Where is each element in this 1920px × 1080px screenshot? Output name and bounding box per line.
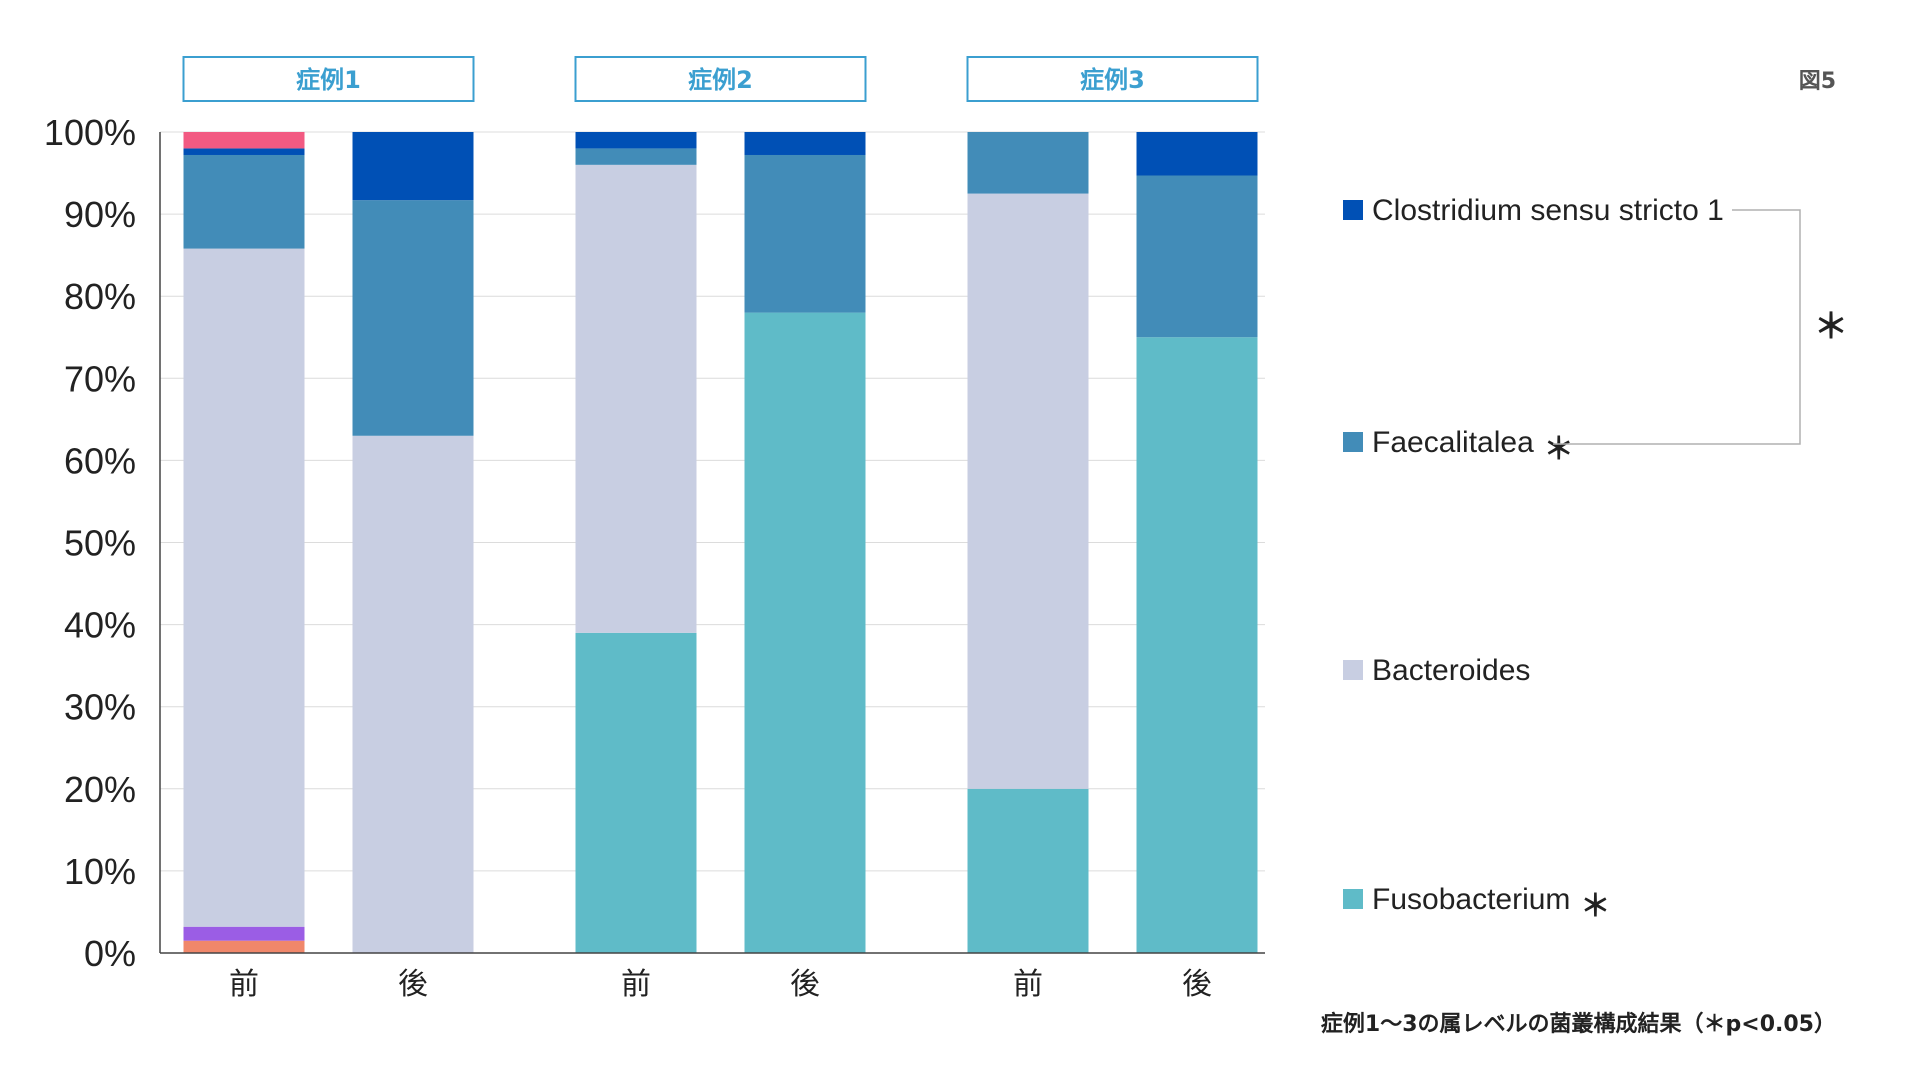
y-tick-label: 40% [64,605,136,646]
axes: 0% 10% 20% 30% 40% 50% 60% 70% 80% 90% 100% 前 後 前 後 前 後 [44,112,1265,1002]
case-header-box [574,56,867,102]
bar-segment-faecalitalea [183,154,305,249]
bar-segment-bacteroides [183,248,305,927]
bar-segment-other-pink- [183,132,305,149]
bar-segment-other-orange- [183,940,305,953]
bar-segment-faecalitalea [575,148,697,165]
bar-segment-faecalitalea [352,200,474,436]
bar-segment-bacteroides [967,193,1089,789]
legend-swatch [1343,200,1363,220]
case-header-label: 症例3 [1080,66,1145,94]
bar-segment-faecalitalea [967,132,1089,194]
legend: Clostridium sensu stricto 1 Faecalitalea ＊… [1343,194,1724,924]
x-category-label: 後 [790,967,820,1002]
legend-significance-mark: ＊ [1580,889,1610,924]
y-tick-label: 100% [44,112,136,153]
bar-segment-bacteroides [575,164,697,633]
figure-caption: 症例1〜3の属レベルの菌叢構成結果（＊p<0.05） [1321,1011,1836,1037]
bar-segment-clostridium-sensu-stricto-1 [744,132,866,155]
y-tick-label: 70% [64,358,136,399]
significance-mark: ＊ [1814,307,1848,347]
y-tick-label: 10% [64,851,136,892]
x-category-label: 前 [621,967,651,1002]
case-header-label: 症例2 [688,66,753,94]
bar-segment-fusobacterium [967,788,1089,953]
legend-swatch [1343,432,1363,452]
case-header-box [966,56,1259,102]
gridlines [160,131,1265,872]
bar-segment-bacteroides [352,435,474,953]
legend-label: Clostridium sensu stricto 1 [1372,194,1724,227]
legend-label: Bacteroides [1372,654,1530,687]
x-category-label: 前 [229,967,259,1002]
case-header-box [182,56,475,102]
bar-segment-fusobacterium [744,312,866,953]
bar-segment-clostridium-sensu-stricto-1 [352,132,474,201]
legend-label: Fusobacterium [1372,883,1570,916]
y-tick-label: 20% [64,769,136,810]
bar-segment-other-purple- [183,926,305,941]
y-tick-label: 0% [84,933,136,974]
bar-segment-clostridium-sensu-stricto-1 [183,148,305,155]
legend-significance-mark: ＊ [1544,432,1574,467]
bar-segment-faecalitalea [744,154,866,313]
x-category-label: 後 [398,967,428,1002]
bar-segment-fusobacterium [575,632,697,953]
case-header-label: 症例1 [296,66,361,94]
figure-label: 図5 [1799,69,1836,94]
y-tick-label: 60% [64,440,136,481]
bar-segment-clostridium-sensu-stricto-1 [1136,132,1258,176]
y-tick-label: 80% [64,276,136,317]
y-tick-label: 30% [64,687,136,728]
bars [183,132,1258,953]
legend-label: Faecalitalea [1372,426,1534,459]
x-category-label: 前 [1013,967,1043,1002]
significance-bracket [1553,209,1801,445]
x-category-label: 後 [1182,967,1212,1002]
legend-swatch [1343,660,1363,680]
y-tick-label: 50% [64,523,136,564]
case-headers: 症例1 症例2 症例3 [182,56,1259,102]
bar-segment-faecalitalea [1136,175,1258,338]
bar-segment-fusobacterium [1136,337,1258,953]
bar-segment-clostridium-sensu-stricto-1 [575,132,697,149]
y-tick-label: 90% [64,194,136,235]
legend-swatch [1343,889,1363,909]
